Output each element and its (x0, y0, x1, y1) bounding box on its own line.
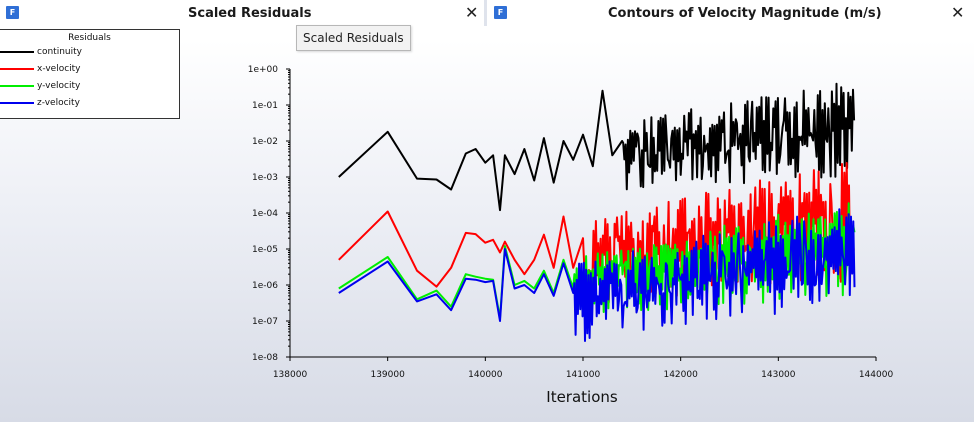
y-tick-label: 1e-06 (252, 281, 278, 291)
y-tick-label: 1e-03 (252, 173, 278, 183)
series-line-continuity (338, 82, 856, 212)
x-tick-label: 143000 (761, 370, 796, 380)
close-icon[interactable]: ✕ (951, 3, 965, 22)
residuals-window-titlebar[interactable]: F Scaled Residuals ✕ (0, 0, 484, 26)
x-tick-label: 141000 (566, 370, 601, 380)
series-line-z-velocity (338, 208, 856, 342)
x-tick-label: 144000 (859, 370, 894, 380)
tooltip-scaled-residuals: Scaled Residuals (296, 25, 411, 51)
fluent-app-icon: F (6, 6, 19, 19)
series-line-x-velocity (338, 162, 855, 305)
contours-window-titlebar[interactable]: F Contours of Velocity Magnitude (m/s) ✕ (487, 0, 974, 26)
contours-window-title: Contours of Velocity Magnitude (m/s) (608, 6, 882, 21)
legend-item-y-velocity: y-velocity (0, 77, 179, 94)
y-tick-label: 1e-08 (252, 353, 278, 363)
legend-swatch-z-velocity (0, 101, 34, 104)
close-icon[interactable]: ✕ (465, 3, 479, 22)
legend-title: Residuals (68, 33, 111, 43)
residuals-legend: Residuals continuity x-velocity y-veloci… (0, 29, 180, 119)
y-tick-label: 1e+00 (248, 65, 279, 75)
x-axis-label: Iterations (546, 388, 618, 406)
x-tick-label: 139000 (370, 370, 405, 380)
plot-series (338, 82, 856, 342)
legend-swatch-y-velocity (0, 84, 34, 87)
fluent-app-icon: F (494, 6, 507, 19)
y-tick-label: 1e-02 (252, 137, 278, 147)
legend-swatch-x-velocity (0, 67, 34, 70)
legend-label-z-velocity: z-velocity (37, 97, 80, 108)
y-tick-label: 1e-05 (252, 245, 278, 255)
y-tick-label: 1e-07 (252, 317, 278, 327)
legend-item-z-velocity: z-velocity (0, 94, 179, 111)
plot-axes: 1e+00 1e-01 1e-02 1e-03 1e-04 1e-05 1e-06 1e-07… (248, 65, 894, 380)
y-tick-label: 1e-04 (252, 209, 278, 219)
legend-label-y-velocity: y-velocity (37, 80, 81, 91)
x-tick-label: 138000 (273, 370, 308, 380)
y-tick-label: 1e-01 (252, 101, 278, 111)
legend-item-continuity: continuity (0, 43, 179, 60)
residuals-window-title: Scaled Residuals (188, 6, 312, 21)
legend-label-continuity: continuity (37, 46, 82, 57)
window-divider (484, 0, 487, 26)
legend-item-x-velocity: x-velocity (0, 60, 179, 77)
x-tick-label: 142000 (663, 370, 698, 380)
legend-label-x-velocity: x-velocity (37, 63, 81, 74)
x-tick-label: 140000 (468, 370, 503, 380)
legend-swatch-continuity (0, 50, 34, 53)
